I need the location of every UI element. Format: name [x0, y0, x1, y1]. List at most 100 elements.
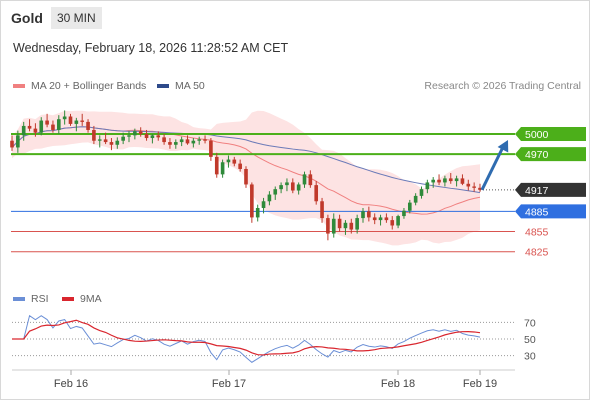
candle-body	[279, 185, 283, 190]
instrument-title: Gold	[11, 10, 43, 26]
candle-body	[326, 218, 330, 234]
rsi-tick-30: 30	[524, 351, 536, 363]
candle-body	[173, 142, 178, 145]
candle-body	[97, 139, 102, 141]
candle-body	[349, 222, 354, 230]
candle-body	[27, 125, 32, 129]
candle-body	[115, 140, 120, 145]
x-tick-label-1: Feb 17	[212, 378, 246, 390]
candle-body	[56, 119, 61, 130]
candle-body	[168, 142, 172, 145]
candle-body	[74, 120, 79, 124]
candle-body	[261, 201, 266, 208]
candle-body	[127, 135, 131, 137]
level-lines-layer: 5000 4970 4917 4885 4855 4825	[11, 127, 586, 259]
period-selector[interactable]: 30 MIN	[51, 7, 102, 29]
candle-body	[244, 168, 248, 185]
candle-body	[10, 140, 14, 148]
candle-body	[250, 184, 254, 218]
legend-rsi: RSI	[13, 293, 49, 305]
candle-body	[220, 162, 225, 175]
level-label-4825: 4825	[525, 247, 549, 259]
candle-body	[372, 217, 377, 221]
candle-body	[138, 131, 143, 134]
candle-body	[80, 120, 85, 122]
legend-rsi-ma-label: 9MA	[80, 293, 102, 305]
candle-body	[478, 187, 482, 190]
projection-arrow-shaft	[480, 144, 506, 191]
candle-body	[238, 163, 242, 169]
candle-body	[21, 125, 26, 136]
candle-body	[197, 139, 202, 141]
candle-body	[86, 121, 90, 130]
rsi-ma-swatch	[62, 297, 74, 301]
candle-body	[214, 156, 219, 175]
level-tag-4917	[515, 182, 586, 197]
rsi-swatch	[13, 297, 25, 301]
level-tag-5000	[515, 127, 586, 141]
candle-body	[290, 182, 295, 191]
top-bar: Gold 30 MIN	[0, 0, 588, 36]
candle-body	[121, 136, 125, 141]
candle-body	[367, 211, 371, 218]
candle-body	[109, 142, 114, 145]
level-tag-4970	[515, 147, 586, 162]
ma20-swatch	[13, 84, 25, 88]
candle-body	[156, 135, 161, 138]
ma50-line	[11, 126, 481, 194]
datetime-label: Wednesday, February 18, 2026 11:28:52 AM…	[13, 41, 289, 55]
candle-body	[203, 139, 207, 141]
candle-body	[443, 178, 447, 183]
candle-body	[425, 182, 430, 190]
candle-body	[396, 216, 400, 226]
candles-layer	[10, 110, 482, 241]
candle-body	[162, 137, 166, 143]
candle-body	[355, 218, 359, 230]
level-label-4970: 4970	[525, 149, 549, 161]
candle-body	[273, 189, 278, 195]
x-tick-label-0: Feb 16	[54, 378, 88, 390]
candle-body	[179, 139, 184, 143]
legend-ma20-label: MA 20 + Bollinger Bands	[31, 80, 147, 92]
candle-body	[255, 208, 260, 218]
candle-body	[16, 135, 20, 148]
x-axis-layer: Feb 16 Feb 17 Feb 18 Feb 19	[12, 369, 515, 390]
candle-body	[68, 116, 73, 124]
level-label-4917: 4917	[525, 185, 549, 197]
projection-layer	[480, 140, 509, 191]
level-label-5000: 5000	[525, 129, 549, 141]
candle-body	[448, 178, 453, 182]
candle-body	[413, 195, 418, 203]
candle-body	[390, 220, 395, 226]
candle-body	[431, 179, 436, 183]
x-tick-label-2: Feb 18	[381, 378, 415, 390]
legend-ma20: MA 20 + Bollinger Bands	[13, 80, 146, 92]
candle-body	[314, 185, 319, 202]
candle-body	[296, 184, 301, 191]
level-label-4855: 4855	[525, 227, 549, 239]
candle-body	[378, 217, 383, 221]
legend-rsi-ma: 9MA	[62, 293, 102, 305]
candle-body	[51, 124, 55, 130]
candle-body	[39, 120, 44, 133]
candle-body	[267, 194, 272, 202]
candle-body	[454, 178, 459, 182]
candle-body	[144, 134, 149, 139]
candle-body	[407, 202, 412, 211]
candle-body	[209, 140, 213, 157]
candle-body	[402, 210, 406, 217]
candle-body	[92, 129, 96, 141]
candle-body	[343, 222, 348, 229]
level-tag-4885	[515, 204, 586, 219]
candle-body	[45, 120, 49, 125]
rsi-tick-70: 70	[524, 317, 536, 329]
x-tick-label-3: Feb 19	[463, 378, 497, 390]
candle-body	[320, 201, 324, 219]
candle-body	[302, 174, 307, 185]
candle-body	[384, 217, 389, 221]
rsi-tick-50: 50	[524, 334, 536, 346]
legend-ma50-label: MA 50	[175, 80, 205, 92]
rsi-layer: 70 50 30	[12, 314, 536, 363]
credit-label: Research © 2026 Trading Central	[424, 80, 581, 92]
